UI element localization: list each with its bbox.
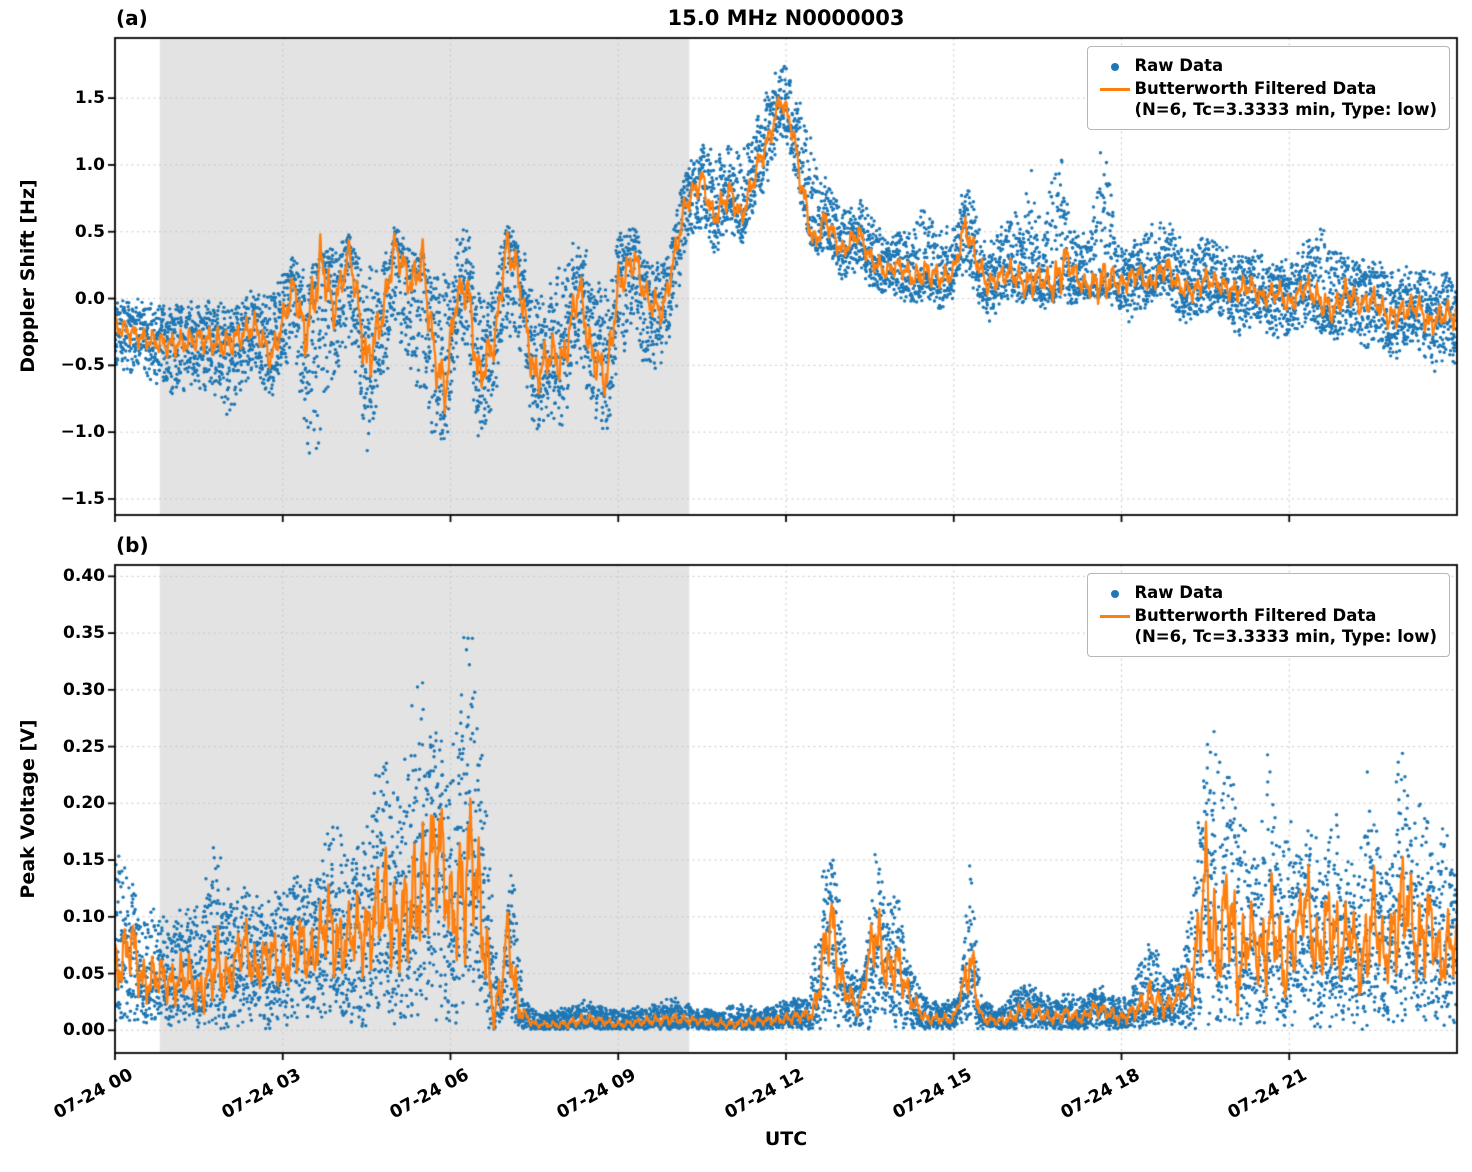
legend-filtered-params: (N=6, Tc=3.3333 min, Type: low) bbox=[1134, 99, 1437, 119]
y-tick-label: 0.10 bbox=[63, 906, 105, 927]
legend-filtered-title: Butterworth Filtered Data bbox=[1134, 606, 1377, 625]
raw-data-dot-icon bbox=[1096, 56, 1134, 77]
filtered-line-icon bbox=[1096, 606, 1134, 627]
y-axis-label-doppler: Doppler Shift [Hz] bbox=[17, 179, 39, 373]
y-tick-label: 1.5 bbox=[74, 88, 105, 109]
legend-entry-filtered: Butterworth Filtered Data (N=6, Tc=3.333… bbox=[1096, 79, 1437, 120]
legend-panel-b: Raw Data Butterworth Filtered Data (N=6,… bbox=[1087, 573, 1450, 658]
y-tick-label: 1.0 bbox=[74, 154, 105, 175]
y-tick-label: 0.35 bbox=[63, 623, 105, 644]
y-tick-label: 0.15 bbox=[63, 850, 105, 871]
y-tick-label: 0.0 bbox=[74, 288, 105, 309]
y-tick-label: 0.20 bbox=[63, 793, 105, 814]
legend-filtered-params: (N=6, Tc=3.3333 min, Type: low) bbox=[1134, 626, 1437, 646]
y-tick-label: 0.5 bbox=[74, 221, 105, 242]
y-axis-label-voltage: Peak Voltage [V] bbox=[17, 719, 39, 899]
y-tick-label: −1.0 bbox=[60, 422, 105, 443]
x-axis-label: UTC bbox=[764, 1128, 808, 1150]
legend-raw-label: Raw Data bbox=[1134, 56, 1224, 75]
legend-raw-label: Raw Data bbox=[1134, 583, 1224, 602]
legend-filtered-label: Butterworth Filtered Data (N=6, Tc=3.333… bbox=[1134, 79, 1437, 120]
y-tick-label: 0.40 bbox=[63, 566, 105, 587]
y-tick-label: −1.5 bbox=[60, 488, 105, 509]
raw-data-dot-icon bbox=[1096, 583, 1134, 604]
legend-filtered-title: Butterworth Filtered Data bbox=[1134, 79, 1377, 98]
legend-entry-raw: Raw Data bbox=[1096, 583, 1437, 604]
filtered-line-icon bbox=[1096, 79, 1134, 100]
y-tick-label: 0.25 bbox=[63, 736, 105, 757]
legend-entry-raw: Raw Data bbox=[1096, 56, 1437, 77]
legend-panel-a: Raw Data Butterworth Filtered Data (N=6,… bbox=[1087, 46, 1450, 131]
panel-b-label: (b) bbox=[116, 533, 149, 557]
panel-a-label: (a) bbox=[116, 6, 148, 30]
y-tick-label: −0.5 bbox=[60, 355, 105, 376]
y-tick-label: 0.05 bbox=[63, 963, 105, 984]
legend-filtered-label: Butterworth Filtered Data (N=6, Tc=3.333… bbox=[1134, 606, 1437, 647]
chart-title: 15.0 MHz N0000003 bbox=[667, 6, 905, 30]
y-tick-label: 0.00 bbox=[63, 1020, 105, 1041]
legend-entry-filtered: Butterworth Filtered Data (N=6, Tc=3.333… bbox=[1096, 606, 1437, 647]
y-tick-label: 0.30 bbox=[63, 679, 105, 700]
